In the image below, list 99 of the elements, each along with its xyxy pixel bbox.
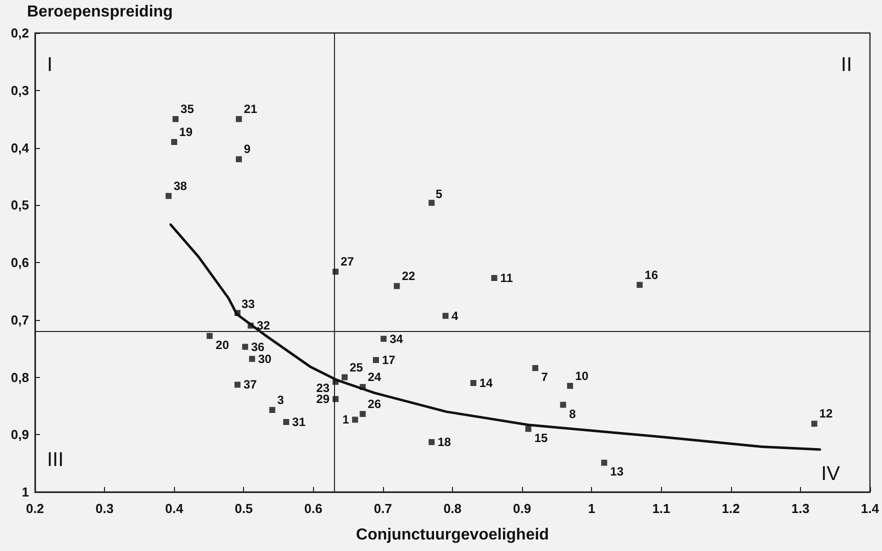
point: [601, 460, 608, 466]
y-axis-title: Beroepenspreiding: [27, 4, 173, 20]
point: [332, 396, 339, 402]
x-tick-label: 0.6: [304, 501, 322, 516]
point: [428, 200, 435, 206]
annotation: 11: [500, 270, 514, 285]
point: [248, 322, 254, 329]
annotation: 4: [452, 308, 459, 323]
point: [560, 402, 566, 408]
x-tick-label: 0.3: [96, 501, 114, 516]
point: [283, 419, 290, 426]
annotation: 20: [216, 338, 230, 352]
x-tick-label: 0.2: [26, 501, 44, 516]
point: [532, 365, 538, 372]
point: [636, 282, 643, 288]
annotation: 30: [258, 352, 272, 366]
y-tick-label: 0,7: [10, 312, 29, 328]
point: [206, 332, 213, 339]
y-tick-label: 0,3: [10, 82, 29, 98]
annotation: 8: [569, 406, 576, 421]
y-tick-label: 0,9: [10, 427, 29, 442]
point: [428, 439, 435, 446]
point: [567, 382, 574, 389]
annotation: 15: [534, 430, 548, 445]
point: [470, 380, 476, 386]
point: [269, 406, 276, 413]
point: [242, 344, 248, 350]
annotation: 12: [819, 406, 833, 421]
point: [442, 312, 449, 319]
annotation: 3: [277, 392, 284, 407]
annotation: 26: [368, 396, 382, 411]
annotation: 36: [251, 340, 265, 354]
annotation: 19: [179, 125, 193, 140]
point: [360, 410, 366, 417]
x-tick-label: 1: [588, 501, 596, 516]
annotation: 37: [243, 378, 258, 392]
annotation: 7: [541, 370, 548, 384]
x-tick-label: 1.3: [791, 501, 810, 516]
x-axis-title: Conjunctuurgevoeligheid: [356, 526, 549, 544]
annotation: 38: [174, 178, 188, 193]
annotation: 29: [316, 392, 330, 406]
point: [342, 374, 348, 380]
annotation: III: [47, 449, 64, 471]
annotation: 27: [340, 254, 354, 269]
annotation: 16: [644, 268, 658, 282]
point: [332, 268, 339, 275]
line-series: [169, 223, 822, 451]
annotation: 24: [368, 370, 382, 384]
point: [172, 116, 179, 122]
annotation: II: [840, 54, 852, 76]
annotation: 33: [241, 296, 256, 311]
x-tick-label: 0.5: [234, 501, 253, 516]
x-tick-label: 0.7: [374, 501, 392, 516]
annotation: 13: [610, 464, 624, 479]
annotation: I: [47, 54, 53, 76]
x-tick-label: 1.4: [860, 501, 880, 516]
x-tick-label: 1.2: [722, 501, 740, 516]
x-tick-label: 0.4: [165, 501, 184, 516]
point: [352, 416, 358, 423]
annotation: 22: [402, 269, 416, 284]
point: [811, 420, 818, 427]
annotation: IV: [821, 463, 841, 485]
point: [380, 336, 387, 342]
point: [249, 356, 256, 362]
point: [372, 357, 379, 364]
annotation: 18: [438, 435, 452, 450]
point: [332, 378, 339, 385]
point: [360, 384, 366, 390]
annotation: 10: [575, 368, 589, 383]
point: [166, 192, 172, 199]
annotation: 25: [350, 360, 364, 374]
annotation: 23: [316, 380, 330, 395]
y-tick-label: 1: [22, 484, 29, 500]
y-tick-label: 0,2: [10, 26, 29, 40]
y-tick-label: 0,6: [10, 255, 29, 270]
annotation: 9: [244, 142, 251, 156]
x-tick-label: 1.1: [652, 501, 670, 516]
annotation: 32: [256, 318, 270, 333]
x-tick-label: 0.9: [513, 501, 532, 516]
point: [525, 426, 532, 432]
point: [394, 283, 400, 290]
annotation: 35: [180, 102, 194, 116]
point: [236, 116, 242, 122]
annotation: 17: [382, 353, 396, 368]
y-tick-label: 0,4: [10, 140, 30, 156]
annotation: 34: [390, 332, 404, 346]
annotation: 21: [244, 102, 258, 116]
point: [234, 382, 240, 388]
x-tick-label: 0.8: [443, 501, 462, 516]
annotation: 1: [342, 412, 350, 427]
point: [234, 310, 240, 316]
annotation: 5: [436, 186, 443, 201]
y-tick-label: 0,8: [10, 370, 29, 385]
annotation: 14: [479, 376, 494, 390]
annotation: 31: [292, 415, 306, 430]
y-tick-label: 0,5: [10, 198, 29, 213]
point: [171, 139, 178, 146]
point: [491, 274, 498, 281]
point: [236, 156, 242, 162]
